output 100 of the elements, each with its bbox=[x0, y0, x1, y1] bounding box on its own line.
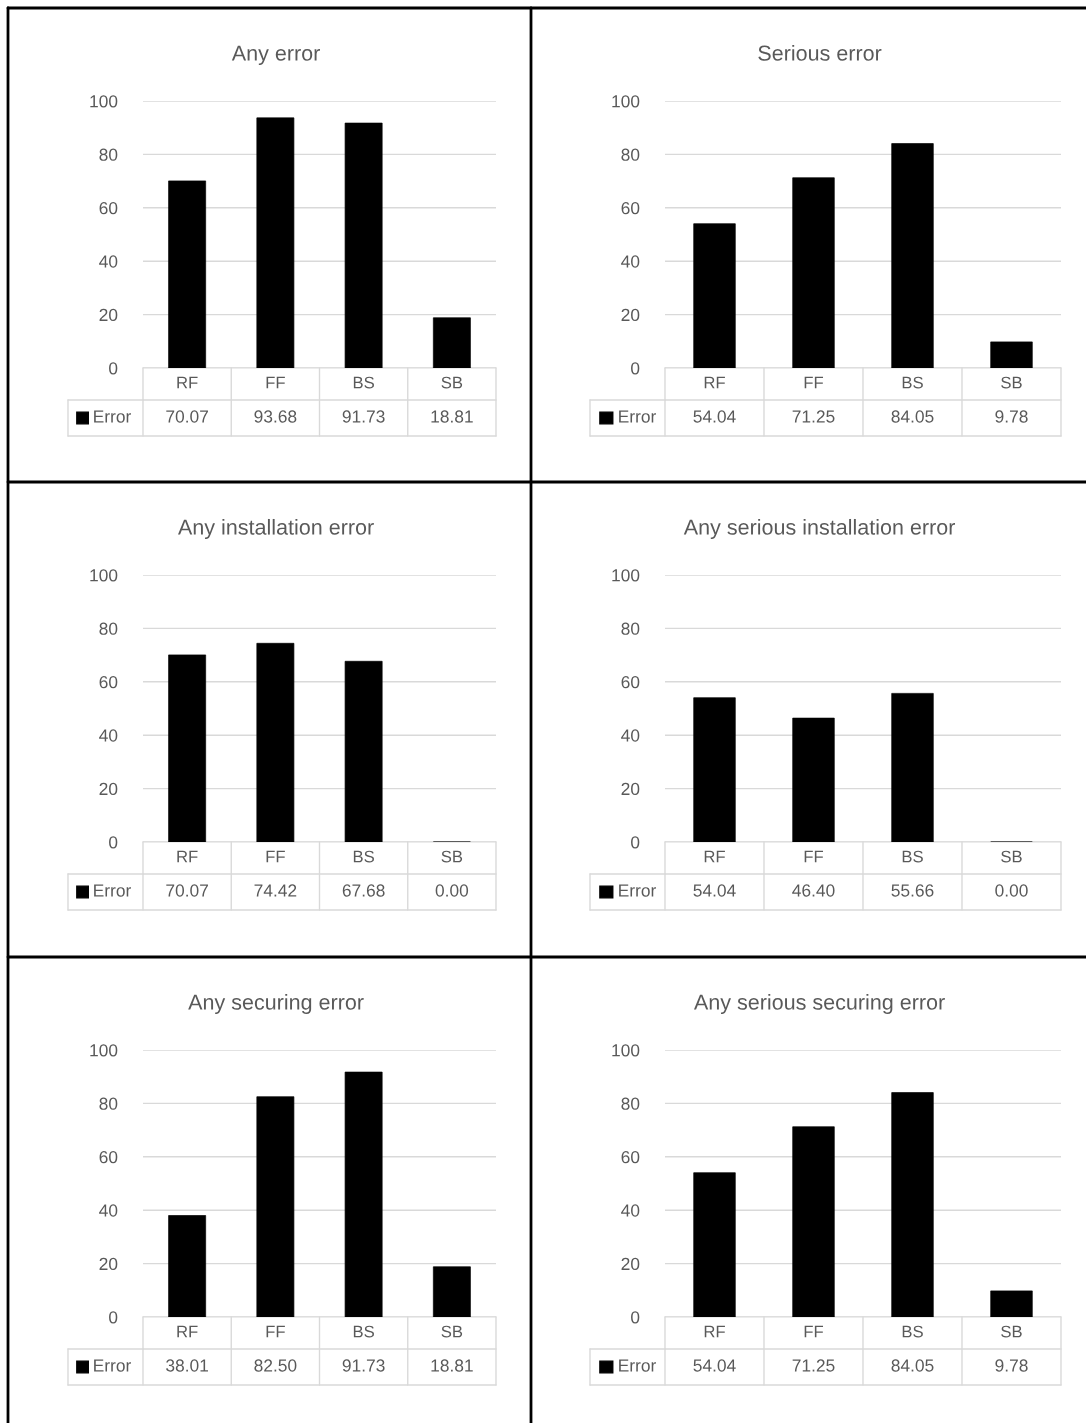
data-label: 55.66 bbox=[891, 884, 934, 897]
x-tick-label: SB bbox=[441, 1325, 463, 1338]
data-label: 46.40 bbox=[792, 884, 835, 897]
y-tick-label: 60 bbox=[621, 201, 640, 215]
chart-title: Any serious securing error bbox=[693, 993, 945, 1015]
bar bbox=[990, 1290, 1033, 1317]
bar bbox=[792, 717, 835, 842]
y-tick-label: 60 bbox=[99, 675, 118, 689]
chart-title: Any serious installation error bbox=[683, 518, 956, 540]
x-tick-label: FF bbox=[804, 850, 824, 863]
chart-title: Serious error bbox=[758, 44, 882, 61]
data-label: 67.68 bbox=[342, 884, 385, 897]
bar bbox=[256, 117, 295, 368]
x-tick-label: FF bbox=[804, 1325, 824, 1338]
y-tick-label: 40 bbox=[621, 729, 640, 742]
bar bbox=[693, 1172, 736, 1317]
y-tick-label: 100 bbox=[90, 1044, 118, 1057]
y-tick-label: 100 bbox=[90, 569, 118, 582]
data-label: 18.81 bbox=[431, 410, 473, 423]
y-tick-label: 100 bbox=[90, 95, 118, 108]
y-tick-label: 40 bbox=[621, 1204, 640, 1217]
data-label: 54.04 bbox=[693, 410, 736, 423]
y-tick-label: 80 bbox=[99, 1097, 118, 1110]
x-tick-label: SB bbox=[1001, 376, 1022, 389]
bar bbox=[990, 341, 1033, 368]
x-tick-label: RF bbox=[177, 376, 198, 389]
x-tick-label: FF bbox=[266, 1325, 285, 1338]
chart-title: Any securing error bbox=[188, 993, 364, 1015]
legend-label: Error bbox=[619, 884, 657, 897]
data-label: 74.42 bbox=[254, 884, 297, 897]
data-label: 91.73 bbox=[342, 1359, 385, 1372]
bar bbox=[891, 693, 934, 842]
y-tick-label: 20 bbox=[99, 1257, 118, 1271]
bar bbox=[891, 143, 934, 368]
data-label: 54.04 bbox=[693, 884, 736, 897]
y-tick-label: 20 bbox=[621, 308, 640, 322]
data-label: 70.07 bbox=[166, 410, 208, 423]
y-tick-label: 20 bbox=[621, 1257, 640, 1271]
y-tick-label: 60 bbox=[99, 1150, 118, 1164]
legend-label: Error bbox=[619, 1359, 657, 1372]
data-label: 82.50 bbox=[254, 1359, 297, 1372]
y-tick-label: 0 bbox=[109, 362, 118, 375]
bar bbox=[891, 1092, 934, 1317]
y-tick-label: 60 bbox=[621, 675, 640, 689]
x-tick-label: FF bbox=[804, 376, 824, 389]
bar bbox=[693, 697, 736, 842]
data-label: 0.00 bbox=[435, 884, 469, 897]
data-label: 18.81 bbox=[431, 1359, 473, 1372]
y-tick-label: 60 bbox=[99, 201, 118, 215]
bar bbox=[344, 1071, 383, 1317]
bar bbox=[168, 654, 207, 842]
data-label: 84.05 bbox=[891, 410, 934, 423]
chart-title: Any installation error bbox=[177, 518, 374, 540]
y-tick-label: 80 bbox=[99, 622, 118, 635]
x-tick-label: BS bbox=[353, 376, 374, 389]
y-tick-label: 20 bbox=[99, 782, 118, 796]
x-tick-label: FF bbox=[266, 376, 285, 389]
x-tick-label: BS bbox=[353, 1325, 374, 1338]
data-label: 38.01 bbox=[166, 1359, 208, 1372]
data-label: 54.04 bbox=[693, 1359, 736, 1372]
bar bbox=[792, 177, 835, 368]
legend-label: Error bbox=[94, 1359, 131, 1372]
y-tick-label: 0 bbox=[631, 362, 640, 375]
bar bbox=[168, 180, 207, 368]
x-tick-label: RF bbox=[704, 1325, 725, 1338]
x-tick-label: SB bbox=[1001, 1325, 1022, 1338]
y-tick-label: 0 bbox=[109, 1311, 118, 1324]
y-tick-label: 60 bbox=[621, 1150, 640, 1164]
data-label: 9.78 bbox=[995, 1359, 1028, 1372]
data-label: 9.78 bbox=[995, 410, 1028, 423]
bar bbox=[256, 642, 295, 842]
bar bbox=[432, 1266, 471, 1317]
x-tick-label: BS bbox=[902, 850, 923, 863]
y-tick-label: 100 bbox=[612, 1044, 640, 1057]
data-label: 70.07 bbox=[166, 884, 208, 897]
x-tick-label: FF bbox=[266, 850, 285, 863]
x-tick-label: RF bbox=[704, 376, 725, 389]
x-tick-label: BS bbox=[902, 1325, 923, 1338]
y-tick-label: 100 bbox=[612, 569, 640, 582]
x-tick-label: SB bbox=[441, 376, 463, 389]
bar bbox=[256, 1096, 295, 1317]
x-tick-label: SB bbox=[1001, 850, 1022, 863]
y-tick-label: 20 bbox=[99, 308, 118, 322]
x-tick-label: RF bbox=[704, 850, 725, 863]
x-tick-label: BS bbox=[902, 376, 923, 389]
data-label: 71.25 bbox=[792, 1359, 835, 1372]
x-tick-label: RF bbox=[177, 1325, 198, 1338]
y-tick-label: 40 bbox=[621, 255, 640, 268]
bar bbox=[432, 317, 471, 368]
data-label: 93.68 bbox=[254, 410, 297, 423]
y-tick-label: 20 bbox=[621, 782, 640, 796]
bar bbox=[168, 1215, 207, 1317]
y-tick-label: 80 bbox=[621, 1097, 640, 1110]
y-tick-label: 0 bbox=[109, 836, 118, 849]
legend-label: Error bbox=[619, 410, 657, 423]
x-tick-label: SB bbox=[441, 850, 463, 863]
y-tick-label: 0 bbox=[631, 1311, 640, 1324]
y-tick-label: 100 bbox=[612, 95, 640, 108]
y-tick-label: 80 bbox=[621, 148, 640, 161]
data-label: 91.73 bbox=[342, 410, 385, 423]
